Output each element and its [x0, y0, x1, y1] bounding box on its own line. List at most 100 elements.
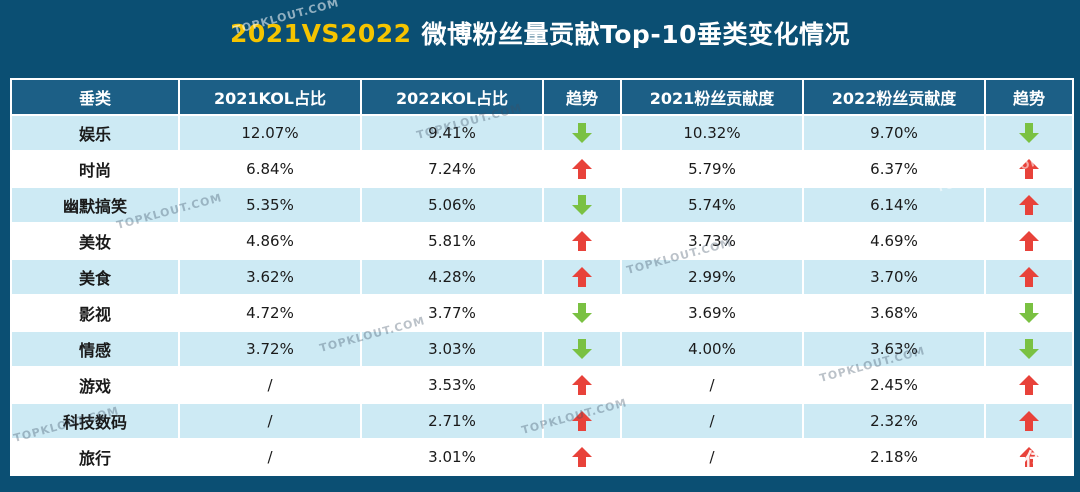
- cell-category: 美食: [10, 258, 180, 296]
- table-row: 旅行/3.01%/2.18%: [10, 438, 1074, 476]
- cell-trend2: [984, 402, 1074, 440]
- cell-kol2022: 5.81%: [360, 222, 544, 260]
- arrow-up-icon: [1018, 195, 1040, 215]
- cell-fan2021: 3.73%: [620, 222, 804, 260]
- table-row: 娱乐 12.07% 9.41% 10.32% 9.70%: [10, 114, 1074, 152]
- cell-kol2021: /: [178, 402, 362, 440]
- cell-category: 时尚: [10, 150, 180, 188]
- cell-kol2021: 3.62%: [178, 258, 362, 296]
- data-table-container: 垂类 2021KOL占比 2022KOL占比 趋势 2021粉丝贡献度 2022…: [10, 78, 1074, 476]
- cell-fan2021: 2.99%: [620, 258, 804, 296]
- cell-fan2022: 3.68%: [802, 294, 986, 332]
- cell-fan2022: 9.70%: [802, 114, 986, 152]
- cell-trend1: [542, 258, 622, 296]
- arrow-up-icon: [1018, 447, 1040, 467]
- cell-kol2022: 3.01%: [360, 438, 544, 476]
- cell-kol2022: 3.03%: [360, 330, 544, 368]
- cell-fan2022: 2.32%: [802, 402, 986, 440]
- cell-trend2: [984, 366, 1074, 404]
- cell-category: 旅行: [10, 438, 180, 476]
- cell-kol2021: 4.86%: [178, 222, 362, 260]
- table-row: 时尚 6.84% 7.24% 5.79% 6.37%: [10, 150, 1074, 188]
- cell-kol2021: 6.84%: [178, 150, 362, 188]
- cell-category: 游戏: [10, 366, 180, 404]
- cell-trend1: [542, 294, 622, 332]
- cell-kol2021: /: [178, 438, 362, 476]
- cell-fan2021: 5.74%: [620, 186, 804, 224]
- arrow-down-icon: [1018, 339, 1040, 359]
- cell-kol2022: 5.06%: [360, 186, 544, 224]
- col-header-trend1: 趋势: [542, 78, 622, 116]
- cell-fan2022: 3.63%: [802, 330, 986, 368]
- table-row: 美食 3.62% 4.28% 2.99% 3.70%: [10, 258, 1074, 296]
- cell-category: 幽默搞笑: [10, 186, 180, 224]
- cell-category: 情感: [10, 330, 180, 368]
- cell-kol2021: 5.35%: [178, 186, 362, 224]
- table-row: 情感 3.72% 3.03% 4.00% 3.63%: [10, 330, 1074, 368]
- cell-category: 影视: [10, 294, 180, 332]
- arrow-down-icon: [571, 339, 593, 359]
- cell-trend1: [542, 366, 622, 404]
- cell-fan2021: 3.69%: [620, 294, 804, 332]
- table-body: 娱乐 12.07% 9.41% 10.32% 9.70% 时尚 6.84% 7.24% 5.79…: [10, 114, 1074, 476]
- cell-kol2022: 3.77%: [360, 294, 544, 332]
- cell-kol2022: 2.71%: [360, 402, 544, 440]
- cell-kol2022: 9.41%: [360, 114, 544, 152]
- arrow-up-icon: [1018, 231, 1040, 251]
- cell-trend2: [984, 438, 1074, 476]
- cell-trend1: [542, 438, 622, 476]
- cell-fan2022: 6.14%: [802, 186, 986, 224]
- cell-trend1: [542, 114, 622, 152]
- cell-kol2021: 12.07%: [178, 114, 362, 152]
- cell-category: 科技数码: [10, 402, 180, 440]
- arrow-up-icon: [1018, 267, 1040, 287]
- arrow-down-icon: [571, 195, 593, 215]
- cell-category: 美妆: [10, 222, 180, 260]
- arrow-up-icon: [571, 267, 593, 287]
- cell-trend2: [984, 186, 1074, 224]
- col-header-kol2022: 2022KOL占比: [360, 78, 544, 116]
- cell-fan2021: /: [620, 366, 804, 404]
- arrow-up-icon: [1018, 411, 1040, 431]
- arrow-up-icon: [571, 231, 593, 251]
- data-table: 垂类 2021KOL占比 2022KOL占比 趋势 2021粉丝贡献度 2022…: [10, 78, 1074, 476]
- col-header-kol2021: 2021KOL占比: [178, 78, 362, 116]
- arrow-down-icon: [1018, 123, 1040, 143]
- cell-trend1: [542, 330, 622, 368]
- arrow-up-icon: [571, 375, 593, 395]
- cell-trend2: [984, 294, 1074, 332]
- arrow-down-icon: [571, 303, 593, 323]
- table-row: 影视 4.72% 3.77% 3.69% 3.68%: [10, 294, 1074, 332]
- cell-fan2022: 2.45%: [802, 366, 986, 404]
- cell-trend1: [542, 222, 622, 260]
- table-row: 游戏/3.53%/2.45%: [10, 366, 1074, 404]
- cell-trend2: [984, 114, 1074, 152]
- title-text: 微博粉丝量贡献Top-10垂类变化情况: [421, 20, 850, 49]
- cell-fan2021: 10.32%: [620, 114, 804, 152]
- cell-trend2: [984, 258, 1074, 296]
- title-year: 2021VS2022: [230, 18, 412, 48]
- cell-fan2022: 4.69%: [802, 222, 986, 260]
- arrow-up-icon: [571, 159, 593, 179]
- table-row: 科技数码/2.71%/2.32%: [10, 402, 1074, 440]
- arrow-down-icon: [1018, 303, 1040, 323]
- page-title: 2021VS2022 微博粉丝量贡献Top-10垂类变化情况: [0, 0, 1080, 66]
- cell-kol2022: 3.53%: [360, 366, 544, 404]
- brand-logo: 青瓜传媒: [949, 444, 1068, 476]
- cell-trend1: [542, 186, 622, 224]
- cell-trend2: [984, 330, 1074, 368]
- brand-circle-icon: [949, 448, 974, 472]
- cell-fan2022: 6.37%: [802, 150, 986, 188]
- arrow-up-icon: [571, 411, 593, 431]
- brand-name: 青瓜传媒: [979, 450, 1068, 475]
- cell-kol2021: 3.72%: [178, 330, 362, 368]
- arrow-up-icon: [571, 447, 593, 467]
- cell-kol2021: /: [178, 366, 362, 404]
- table-row: 美妆 4.86% 5.81% 3.73% 4.69%: [10, 222, 1074, 260]
- arrow-up-icon: [1018, 159, 1040, 179]
- cell-kol2021: 4.72%: [178, 294, 362, 332]
- cell-fan2021: /: [620, 402, 804, 440]
- cell-fan2021: 5.79%: [620, 150, 804, 188]
- arrow-down-icon: [571, 123, 593, 143]
- cell-kol2022: 4.28%: [360, 258, 544, 296]
